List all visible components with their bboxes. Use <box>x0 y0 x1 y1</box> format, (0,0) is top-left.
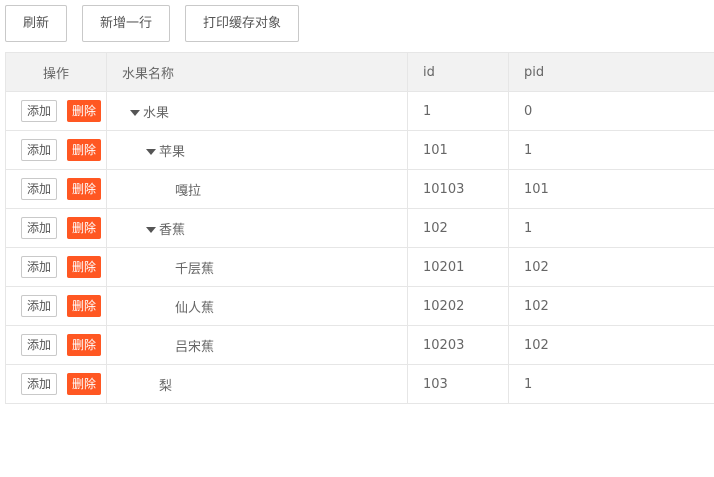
name-cell: 苹果 <box>106 130 408 170</box>
pid-cell: 102 <box>508 286 714 326</box>
fruit-name: 千层蕉 <box>175 261 215 277</box>
delete-button[interactable]: 删除 <box>67 100 102 122</box>
id-cell: 103 <box>407 364 509 404</box>
add-row-button[interactable]: 新增一行 <box>82 5 171 42</box>
add-button[interactable]: 添加 <box>21 100 58 122</box>
id-cell: 10201 <box>407 247 509 287</box>
table-row: 添加 删除 香蕉 102 1 <box>5 208 714 248</box>
fruit-name: 香蕉 <box>159 222 186 238</box>
header-pid: pid <box>508 52 714 92</box>
op-cell: 添加 删除 <box>5 286 107 326</box>
name-cell: 嘎拉 <box>106 169 408 209</box>
name-cell: 梨 <box>106 364 408 404</box>
name-cell: 吕宋蕉 <box>106 325 408 365</box>
delete-button[interactable]: 删除 <box>67 217 102 239</box>
op-cell: 添加 删除 <box>5 169 107 209</box>
pid-cell: 0 <box>508 91 714 131</box>
table-row: 添加 删除 吕宋蕉 10203 102 <box>5 325 714 365</box>
id-cell: 102 <box>407 208 509 248</box>
fruit-name: 吕宋蕉 <box>175 339 215 355</box>
delete-button[interactable]: 删除 <box>67 295 102 317</box>
fruit-name: 梨 <box>159 378 173 394</box>
id-cell: 101 <box>407 130 509 170</box>
table-header: 操作 水果名称 id pid <box>5 52 714 92</box>
delete-button[interactable]: 删除 <box>67 373 102 395</box>
fruit-name: 水果 <box>143 105 170 121</box>
fruit-name: 嘎拉 <box>175 183 202 199</box>
id-cell: 10203 <box>407 325 509 365</box>
op-cell: 添加 删除 <box>5 130 107 170</box>
table-row: 添加 删除 梨 103 1 <box>5 364 714 404</box>
add-button[interactable]: 添加 <box>21 178 58 200</box>
caret-down-icon[interactable] <box>146 227 156 233</box>
add-button[interactable]: 添加 <box>21 373 58 395</box>
pid-cell: 101 <box>508 169 714 209</box>
add-button[interactable]: 添加 <box>21 139 58 161</box>
pid-cell: 102 <box>508 325 714 365</box>
toolbar: 刷新 新增一行 打印缓存对象 <box>5 5 314 42</box>
add-button[interactable]: 添加 <box>21 334 58 356</box>
delete-button[interactable]: 删除 <box>67 178 102 200</box>
table-row: 添加 删除 千层蕉 10201 102 <box>5 247 714 287</box>
op-cell: 添加 删除 <box>5 91 107 131</box>
table-row: 添加 删除 嘎拉 10103 101 <box>5 169 714 209</box>
id-cell: 1 <box>407 91 509 131</box>
header-id: id <box>407 52 509 92</box>
name-cell: 香蕉 <box>106 208 408 248</box>
op-cell: 添加 删除 <box>5 325 107 365</box>
add-button[interactable]: 添加 <box>21 295 58 317</box>
table-row: 添加 删除 苹果 101 1 <box>5 130 714 170</box>
delete-button[interactable]: 删除 <box>67 256 102 278</box>
fruit-name: 仙人蕉 <box>175 300 215 316</box>
add-button[interactable]: 添加 <box>21 217 58 239</box>
op-cell: 添加 删除 <box>5 247 107 287</box>
name-cell: 千层蕉 <box>106 247 408 287</box>
op-cell: 添加 删除 <box>5 364 107 404</box>
refresh-button[interactable]: 刷新 <box>5 5 68 42</box>
print-cache-button[interactable]: 打印缓存对象 <box>185 5 300 42</box>
id-cell: 10103 <box>407 169 509 209</box>
pid-cell: 1 <box>508 130 714 170</box>
add-button[interactable]: 添加 <box>21 256 58 278</box>
delete-button[interactable]: 删除 <box>67 139 102 161</box>
caret-down-icon[interactable] <box>130 110 140 116</box>
delete-button[interactable]: 删除 <box>67 334 102 356</box>
pid-cell: 1 <box>508 364 714 404</box>
header-op: 操作 <box>5 52 107 92</box>
id-cell: 10202 <box>407 286 509 326</box>
pid-cell: 102 <box>508 247 714 287</box>
name-cell: 水果 <box>106 91 408 131</box>
fruit-name: 苹果 <box>159 144 186 160</box>
op-cell: 添加 删除 <box>5 208 107 248</box>
header-name: 水果名称 <box>106 52 408 92</box>
pid-cell: 1 <box>508 208 714 248</box>
table-row: 添加 删除 水果 1 0 <box>5 91 714 131</box>
table-row: 添加 删除 仙人蕉 10202 102 <box>5 286 714 326</box>
name-cell: 仙人蕉 <box>106 286 408 326</box>
caret-down-icon[interactable] <box>146 149 156 155</box>
